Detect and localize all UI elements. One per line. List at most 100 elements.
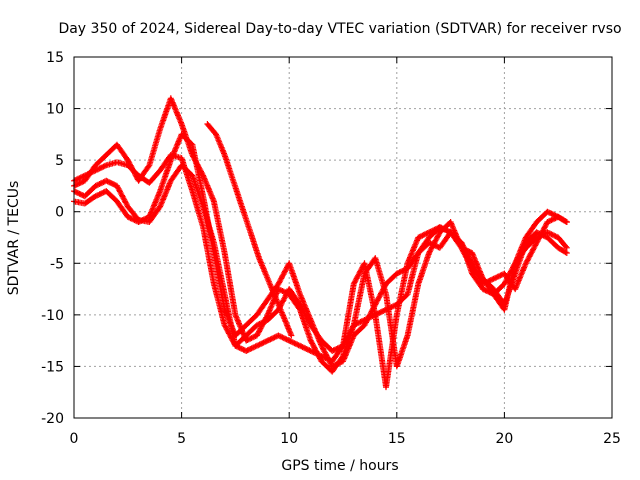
data-point-segment (297, 306, 314, 343)
data-point-segment (135, 163, 152, 184)
data-point-segment (103, 188, 119, 204)
data-point-segment (167, 132, 184, 164)
data-point-segment (281, 317, 294, 338)
data-point-segment (221, 306, 238, 338)
data-point-segment (329, 354, 346, 375)
data-point-segment (555, 244, 569, 256)
data-layer (71, 95, 570, 391)
data-point-segment (146, 204, 163, 225)
data-point-segment (307, 317, 324, 348)
data-point-segment (340, 323, 357, 360)
data-point-segment (157, 96, 174, 133)
data-point-segment (426, 225, 442, 241)
data-point-segment (200, 224, 217, 286)
data-point-segment (200, 172, 217, 203)
y-tick-label: 0 (55, 205, 64, 221)
data-point-segment (238, 203, 253, 234)
data-point-segment (318, 342, 335, 369)
data-point-segment (404, 251, 421, 272)
data-point-segment (544, 208, 560, 220)
y-tick-label: -15 (41, 359, 64, 375)
data-point-segment (512, 235, 529, 267)
y-tick-label: 15 (46, 50, 64, 66)
data-point-segment (286, 260, 303, 296)
x-tick-label: 0 (70, 431, 79, 447)
data-point (563, 249, 570, 256)
data-point-segment (178, 162, 195, 178)
data-point-segment (146, 127, 163, 169)
data-point-segment (436, 230, 453, 251)
grid (74, 57, 612, 418)
x-tick-label: 10 (280, 431, 298, 447)
data-point-segment (415, 251, 432, 287)
data-point-segment (372, 255, 389, 296)
data-point-segment (253, 338, 270, 349)
data-point-segment (318, 358, 335, 374)
data-point-segment (124, 157, 141, 183)
data-point-segment (264, 275, 279, 301)
data-point-segment (232, 311, 249, 343)
data-point-segment (383, 291, 400, 368)
data-point-segment (297, 342, 313, 354)
data-point-segment (189, 188, 206, 229)
data-point-segment (221, 152, 236, 183)
data-point-segment (81, 184, 98, 200)
data-point-segment (157, 158, 174, 195)
chart-title: Day 350 of 2024, Sidereal Day-to-day VTE… (58, 21, 621, 37)
data-point-segment (350, 323, 367, 339)
data-point-segment (522, 220, 539, 241)
data-point-segment (361, 302, 378, 329)
data-point-segment (307, 337, 324, 363)
data-point-segment (404, 282, 421, 339)
data-point-segment (204, 121, 219, 137)
y-tick-label: -10 (41, 308, 64, 324)
data-point-segment (286, 286, 303, 307)
data-point-segment (92, 153, 109, 169)
data-point-segment (221, 250, 239, 317)
x-tick-label: 20 (495, 431, 513, 447)
y-tick-label: 5 (55, 153, 64, 169)
x-tick-label: 15 (388, 431, 406, 447)
data-point-segment (230, 177, 245, 208)
data-point-segment (167, 163, 184, 184)
data-point-segment (114, 182, 131, 209)
data-point-segment (458, 244, 474, 256)
y-tick-label: -20 (41, 411, 64, 427)
series-track-4 (71, 95, 570, 375)
data-point-segment (71, 188, 87, 199)
data-point-segment (114, 198, 130, 219)
data-point-segment (146, 189, 163, 220)
data-point-segment (253, 297, 270, 318)
data-point-segment (81, 163, 98, 184)
series-track-2 (71, 162, 570, 354)
data-point-segment (114, 141, 130, 162)
y-tick-label: -5 (50, 256, 64, 272)
series-track-5 (204, 121, 295, 339)
data-point-segment (533, 209, 550, 225)
data-point-segment (426, 230, 443, 256)
data-point-segment (404, 235, 421, 267)
y-axis-ticks: -20 -15 -10 -5 0 5 10 15 (41, 50, 612, 427)
data-point-segment (522, 241, 539, 267)
data-point-segment (350, 272, 368, 329)
data-point-segment (415, 235, 432, 256)
data-point-segment (210, 280, 228, 327)
x-tick-label: 25 (603, 431, 621, 447)
plot-frame (73, 56, 613, 419)
data-point-segment (393, 292, 410, 308)
data-point-segment (247, 229, 262, 260)
data-point-segment (415, 230, 431, 241)
data-point-segment (297, 291, 314, 322)
data-point-segment (512, 261, 529, 293)
data-point-segment (124, 203, 141, 222)
data-point-segment (189, 152, 206, 178)
data-point-segment (81, 194, 98, 207)
data-point-segment (501, 261, 518, 313)
data-point-segment (243, 312, 259, 329)
data-point-segment (146, 168, 163, 186)
data-point-segment (555, 234, 569, 250)
data-point-segment (210, 198, 228, 255)
data-point-segment (213, 131, 227, 157)
data-point-segment (393, 334, 410, 370)
